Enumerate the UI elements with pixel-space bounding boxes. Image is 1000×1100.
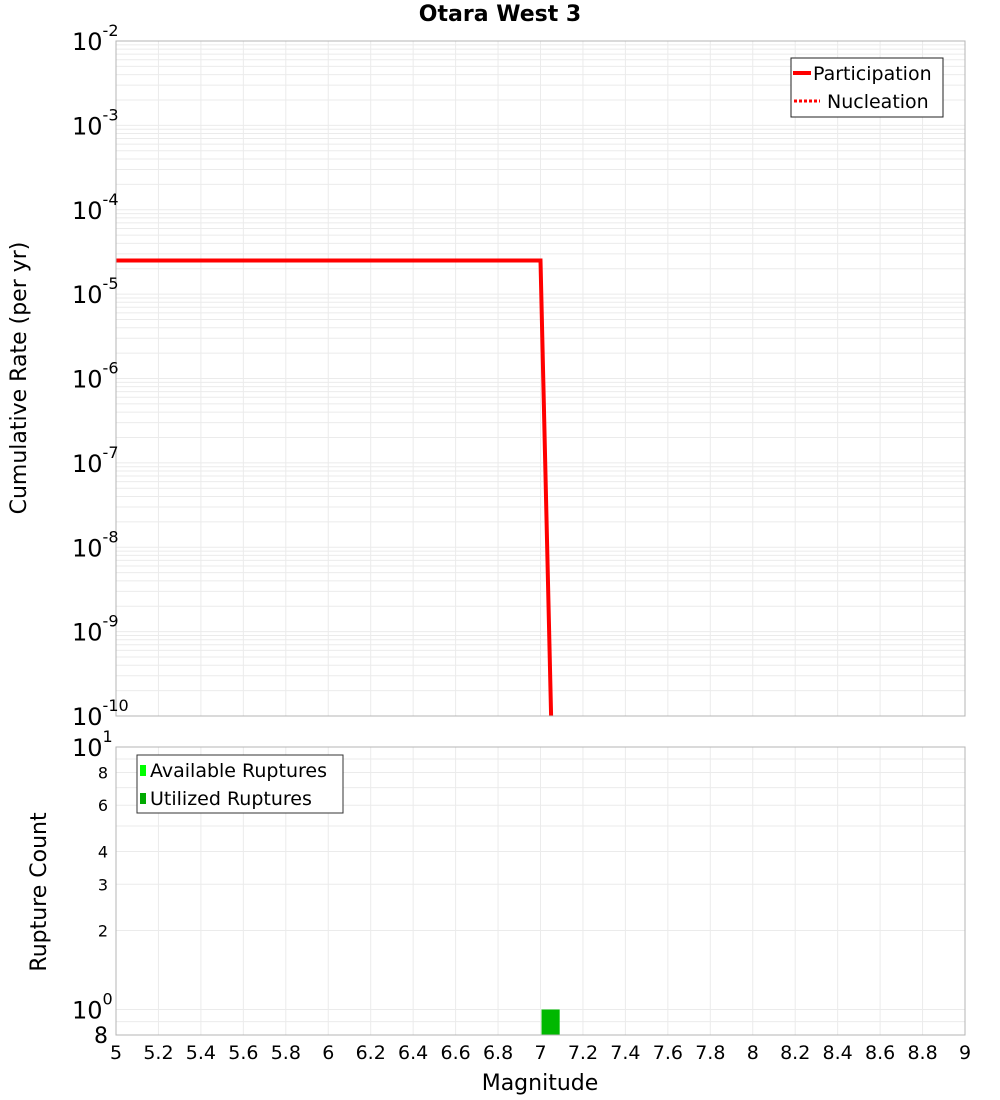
x-tick-label: 8.2 [780,1042,810,1064]
y-tick-label: 10-3 [72,105,119,140]
x-tick-label: 7.2 [568,1042,598,1064]
x-axis-label: Magnitude [482,1071,599,1096]
x-tick-label: 5.2 [143,1042,173,1064]
available-legend-swatch [140,765,146,776]
utilized-ruptures-bar [541,1009,560,1035]
top-plot-grid [115,41,966,717]
x-tick-label: 5.4 [186,1042,216,1064]
x-tick-label: 6 [322,1042,334,1064]
x-tick-label: 6.8 [483,1042,513,1064]
legend-utilized-label: Utilized Ruptures [150,788,312,810]
y-tick-label: 6 [98,796,108,815]
x-tick-label: 5.6 [228,1042,258,1064]
x-tick-label: 8.8 [907,1042,937,1064]
bottom-plot-frame [115,746,966,1036]
legend-available-label: Available Ruptures [150,760,327,782]
y-tick-label: 8 [98,763,108,782]
y-tick-label: 10-2 [72,21,119,56]
bottom-y-axis-label: Rupture Count [27,812,52,972]
legend-nucleation-label: Nucleation [827,91,929,113]
x-tick-label: 7.6 [653,1042,683,1064]
bottom-plot-bars [541,1009,560,1035]
x-tick-label: 7.4 [610,1042,640,1064]
x-tick-label: 9 [959,1042,971,1064]
x-tick-label: 8 [747,1042,759,1064]
x-tick-label: 5 [110,1042,122,1064]
y-tick-label: 10-10 [72,696,129,731]
utilized-legend-swatch [140,793,146,804]
legend-participation-label: Participation [813,63,932,85]
x-tick-label: 6.6 [440,1042,470,1064]
bottom-plot-grid [115,747,966,1036]
x-tick-label: 8.4 [823,1042,853,1064]
x-tick-label: 5.8 [271,1042,301,1064]
x-tick-label: 8.6 [865,1042,895,1064]
top-legend: Participation Nucleation [790,57,944,118]
y-tick-label: 3 [98,875,108,894]
top-plot-frame [115,40,966,717]
nucleation-line [116,259,553,717]
y-tick-label: 10-6 [72,359,119,394]
y-tick-label: 100 [72,990,113,1025]
y-tick-label: 10-7 [72,443,119,478]
y-tick-label: 10-5 [72,274,119,309]
y-tick-label: 10-9 [72,612,119,647]
x-tick-label: 7.8 [695,1042,725,1064]
y-tick-label: 10-8 [72,527,119,562]
x-tick-label: 6.4 [398,1042,428,1064]
top-plot-series [116,258,554,717]
x-tick-label: 6.2 [356,1042,386,1064]
y-tick-label: 101 [72,727,113,762]
y-tick-label: 10-4 [72,190,119,225]
top-y-axis-label: Cumulative Rate (per yr) [7,242,32,515]
bottom-legend: Available Ruptures Utilized Ruptures [136,754,344,814]
x-axis-ticks: 5 5.2 5.4 5.6 5.8 6 6.2 6.4 6.6 6.8 7 7.2 7.4 7.6 7.8 8… [110,1042,971,1064]
y-tick-label: 8 [94,1024,108,1049]
y-tick-label: 2 [98,922,108,941]
x-tick-label: 7 [534,1042,546,1064]
top-y-axis-ticks: 10-2 10-3 10-4 10-5 10-6 10-7 10-8 10-9 10-10 [72,21,129,731]
chart-title: Otara West 3 [418,2,582,27]
y-tick-label: 4 [98,842,108,861]
